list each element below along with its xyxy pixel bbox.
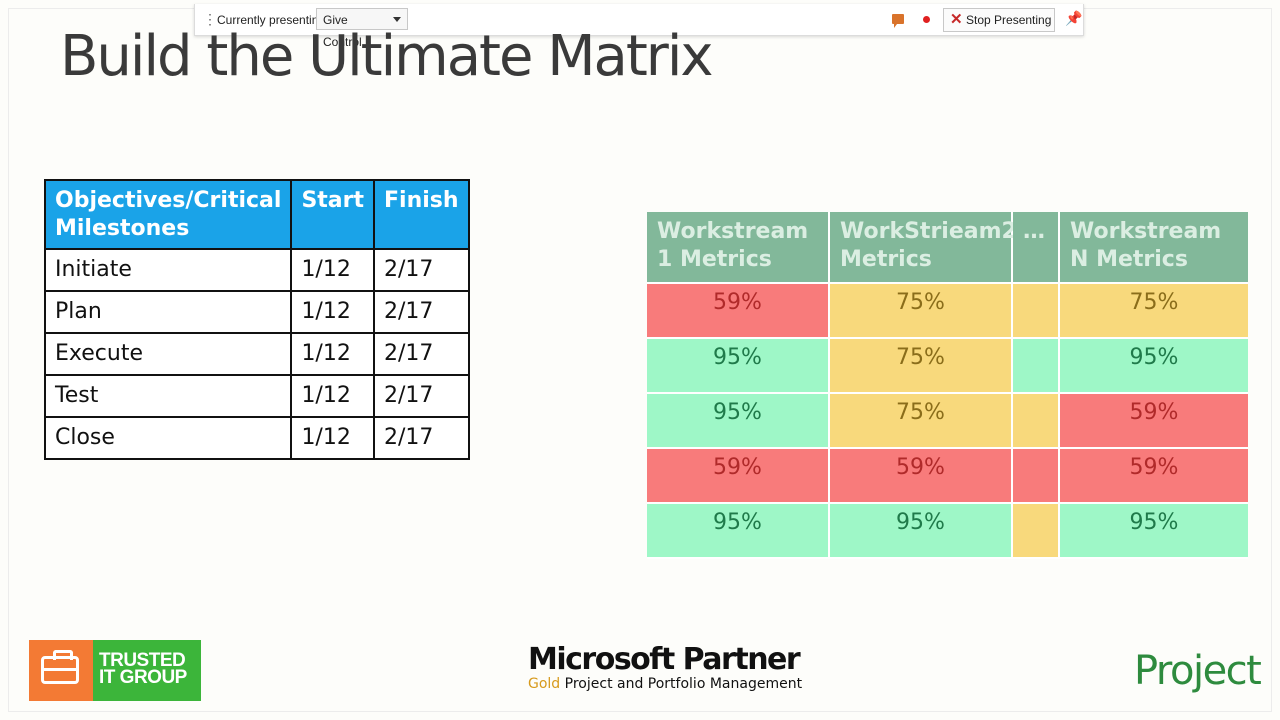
metric-cell xyxy=(1013,449,1060,504)
metric-cell: 59% xyxy=(647,449,830,504)
metrics-row: 59% 59% 59% xyxy=(647,449,1248,504)
milestone-cell: Close xyxy=(43,416,293,460)
stop-presenting-label: Stop Presenting xyxy=(966,13,1052,27)
metric-cell: 75% xyxy=(830,339,1013,394)
stop-presenting-button[interactable]: ✕ Stop Presenting xyxy=(943,8,1055,32)
header-finish: Finish xyxy=(373,179,470,250)
metrics-row: 95% 95% 95% xyxy=(647,504,1248,559)
finish-cell: 2/17 xyxy=(373,248,470,292)
milestones-table: Objectives/Critical Milestones Start Fin… xyxy=(43,179,470,460)
table-row: Execute 1/12 2/17 xyxy=(43,332,470,376)
briefcase-icon xyxy=(41,650,79,684)
start-cell: 1/12 xyxy=(290,248,376,292)
start-cell: 1/12 xyxy=(290,332,376,376)
partner-subtitle: Gold Project and Portfolio Management xyxy=(528,676,802,692)
header-workstream-2: WorkStrieam2 Metrics xyxy=(830,212,1017,284)
logo-green-block xyxy=(93,640,201,701)
partner-competency: Project and Portfolio Management xyxy=(564,676,803,692)
microsoft-partner-logo: Microsoft Partner Gold Project and Portf… xyxy=(528,642,802,693)
give-control-dropdown[interactable]: Give Control xyxy=(316,8,408,49)
metric-cell: 59% xyxy=(1060,449,1248,504)
record-icon[interactable] xyxy=(923,16,930,23)
metric-cell: 59% xyxy=(647,284,830,339)
milestone-cell: Plan xyxy=(43,290,293,334)
metrics-row: 59% 75% 75% xyxy=(647,284,1248,339)
header-workstream-1: Workstream 1 Metrics xyxy=(647,212,830,284)
partner-tier: Gold xyxy=(528,676,561,692)
metric-cell: 95% xyxy=(1060,504,1248,559)
logo-text: TRUSTED IT GROUP xyxy=(99,650,187,688)
partner-title: Microsoft Partner xyxy=(528,642,801,677)
table-row: Close 1/12 2/17 xyxy=(43,416,470,460)
table-header-row: Objectives/Critical Milestones Start Fin… xyxy=(43,179,470,250)
metric-cell xyxy=(1013,284,1060,339)
table-row: Test 1/12 2/17 xyxy=(43,374,470,418)
presenting-status-label: Currently presenting xyxy=(217,13,326,27)
header-ellipsis: … xyxy=(1013,212,1060,284)
milestone-cell: Execute xyxy=(43,332,293,376)
metric-cell: 75% xyxy=(830,284,1013,339)
metrics-header-row: Workstream 1 Metrics WorkStrieam2 Metric… xyxy=(647,212,1248,284)
start-cell: 1/12 xyxy=(290,416,376,460)
metric-cell: 75% xyxy=(830,394,1013,449)
header-milestones: Objectives/Critical Milestones xyxy=(43,179,293,250)
slide-title: Build the Ultimate Matrix xyxy=(60,24,714,89)
metric-cell: 59% xyxy=(830,449,1013,504)
finish-cell: 2/17 xyxy=(373,290,470,334)
metric-cell xyxy=(1013,394,1060,449)
metric-cell: 95% xyxy=(647,339,830,394)
finish-cell: 2/17 xyxy=(373,332,470,376)
milestone-cell: Initiate xyxy=(43,248,293,292)
pin-icon[interactable]: 📌 xyxy=(1065,10,1083,26)
start-cell: 1/12 xyxy=(290,374,376,418)
metrics-row: 95% 75% 95% xyxy=(647,339,1248,394)
metric-cell: 59% xyxy=(1060,394,1248,449)
presenting-toolbar: ⋮ Currently presenting Give Control ✕ St… xyxy=(194,4,1084,49)
table-row: Initiate 1/12 2/17 xyxy=(43,248,470,292)
metric-cell xyxy=(1013,504,1060,559)
metric-cell: 95% xyxy=(1060,339,1248,394)
metrics-row: 95% 75% 59% xyxy=(647,394,1248,449)
milestone-cell: Test xyxy=(43,374,293,418)
metric-cell xyxy=(1013,339,1060,394)
chevron-down-icon xyxy=(393,17,401,22)
metric-cell: 95% xyxy=(830,504,1013,559)
header-start: Start xyxy=(290,179,376,250)
metric-cell: 95% xyxy=(647,504,830,559)
metrics-table: Workstream 1 Metrics WorkStrieam2 Metric… xyxy=(647,212,1248,559)
drag-handle-icon[interactable]: ⋮ xyxy=(203,11,217,27)
finish-cell: 2/17 xyxy=(373,416,470,460)
logo-orange-block xyxy=(29,640,93,701)
give-control-label: Give Control xyxy=(323,13,362,49)
project-logo: Project xyxy=(1134,648,1262,694)
table-row: Plan 1/12 2/17 xyxy=(43,290,470,334)
trusted-it-group-logo: TRUSTED IT GROUP xyxy=(29,640,201,701)
chat-icon[interactable] xyxy=(892,14,904,28)
finish-cell: 2/17 xyxy=(373,374,470,418)
metric-cell: 75% xyxy=(1060,284,1248,339)
close-icon: ✕ xyxy=(950,11,963,28)
header-workstream-n: Workstream N Metrics xyxy=(1060,212,1248,284)
metric-cell: 95% xyxy=(647,394,830,449)
start-cell: 1/12 xyxy=(290,290,376,334)
